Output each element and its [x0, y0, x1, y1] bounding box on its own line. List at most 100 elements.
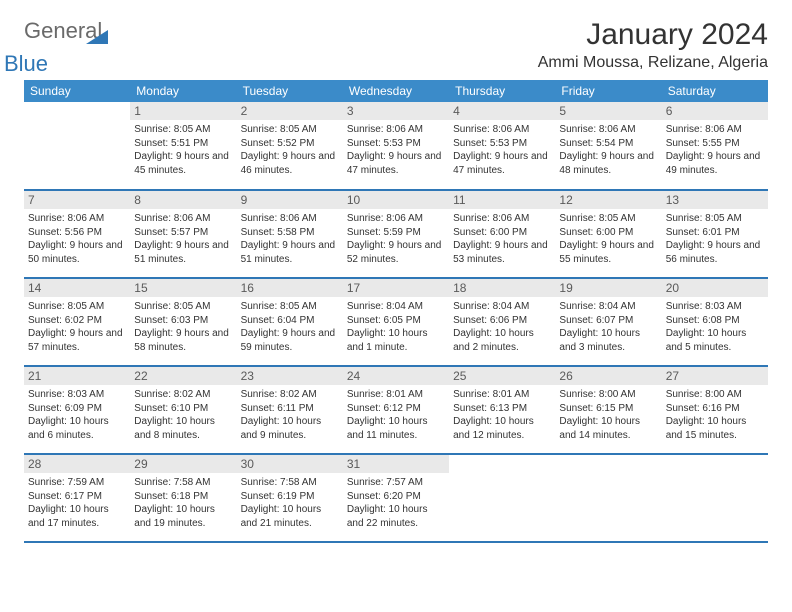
- day-number: 15: [130, 279, 236, 297]
- week-row: 1Sunrise: 8:05 AMSunset: 5:51 PMDaylight…: [24, 102, 768, 190]
- day-number: [449, 455, 555, 473]
- day-cell: 14Sunrise: 8:05 AMSunset: 6:02 PMDayligh…: [24, 278, 130, 366]
- day-body: Sunrise: 8:05 AMSunset: 6:00 PMDaylight:…: [559, 212, 657, 266]
- sunrise-line: Sunrise: 8:04 AM: [559, 300, 657, 314]
- sunset-line: Sunset: 6:17 PM: [28, 490, 126, 504]
- week-row: 28Sunrise: 7:59 AMSunset: 6:17 PMDayligh…: [24, 454, 768, 542]
- sunrise-line: Sunrise: 8:06 AM: [134, 212, 232, 226]
- day-cell: 30Sunrise: 7:58 AMSunset: 6:19 PMDayligh…: [237, 454, 343, 542]
- sunrise-line: Sunrise: 8:06 AM: [453, 123, 551, 137]
- day-body: Sunrise: 8:04 AMSunset: 6:07 PMDaylight:…: [559, 300, 657, 354]
- sunset-line: Sunset: 5:54 PM: [559, 137, 657, 151]
- day-body: Sunrise: 8:03 AMSunset: 6:08 PMDaylight:…: [666, 300, 764, 354]
- day-cell: 4Sunrise: 8:06 AMSunset: 5:53 PMDaylight…: [449, 102, 555, 190]
- day-cell: 3 Sunrise: 8:06 AMSunset: 5:53 PMDaylight…: [343, 102, 449, 190]
- calendar-table: Sunday Monday Tuesday Wednesday Thursday…: [24, 80, 768, 543]
- day-number: 4: [449, 102, 555, 120]
- day-number: 18: [449, 279, 555, 297]
- day-body: Sunrise: 7:58 AMSunset: 6:19 PMDaylight:…: [241, 476, 339, 530]
- day-body: Sunrise: 8:05 AMSunset: 5:52 PMDaylight:…: [241, 123, 339, 177]
- day-body: Sunrise: 8:03 AMSunset: 6:09 PMDaylight:…: [28, 388, 126, 442]
- day-body: Sunrise: 8:06 AMSunset: 5:54 PMDaylight:…: [559, 123, 657, 177]
- day-body: Sunrise: 8:01 AMSunset: 6:12 PMDaylight:…: [347, 388, 445, 442]
- sunset-line: Sunset: 6:20 PM: [347, 490, 445, 504]
- day-cell: 7Sunrise: 8:06 AMSunset: 5:56 PMDaylight…: [24, 190, 130, 278]
- sunrise-line: Sunrise: 8:05 AM: [559, 212, 657, 226]
- day-number: [662, 455, 768, 473]
- daylight-line: Daylight: 9 hours and 51 minutes.: [241, 239, 339, 266]
- sunset-line: Sunset: 5:56 PM: [28, 226, 126, 240]
- day-body: Sunrise: 7:58 AMSunset: 6:18 PMDaylight:…: [134, 476, 232, 530]
- daylight-line: Daylight: 9 hours and 49 minutes.: [666, 150, 764, 177]
- day-cell: 24 Sunrise: 8:01 AMSunset: 6:12 PMDayligh…: [343, 366, 449, 454]
- day-cell: 31Sunrise: 7:57 AMSunset: 6:20 PMDayligh…: [343, 454, 449, 542]
- sunset-line: Sunset: 6:02 PM: [28, 314, 126, 328]
- sunset-line: Sunset: 6:16 PM: [666, 402, 764, 416]
- sunrise-line: Sunrise: 8:01 AM: [347, 388, 445, 402]
- day-cell: 21Sunrise: 8:03 AMSunset: 6:09 PMDayligh…: [24, 366, 130, 454]
- day-body: Sunrise: 8:02 AMSunset: 6:10 PMDaylight:…: [134, 388, 232, 442]
- daylight-line: Daylight: 9 hours and 52 minutes.: [347, 239, 445, 266]
- day-number: 3: [343, 102, 449, 120]
- sunset-line: Sunset: 6:08 PM: [666, 314, 764, 328]
- dow-tuesday: Tuesday: [237, 80, 343, 102]
- day-cell: 11Sunrise: 8:06 AMSunset: 6:00 PMDayligh…: [449, 190, 555, 278]
- daylight-line: Daylight: 9 hours and 45 minutes.: [134, 150, 232, 177]
- day-cell: 5Sunrise: 8:06 AMSunset: 5:54 PMDaylight…: [555, 102, 661, 190]
- dow-wednesday: Wednesday: [343, 80, 449, 102]
- day-body: Sunrise: 8:02 AMSunset: 6:11 PMDaylight:…: [241, 388, 339, 442]
- day-body: Sunrise: 8:06 AMSunset: 5:55 PMDaylight:…: [666, 123, 764, 177]
- sunset-line: Sunset: 5:51 PM: [134, 137, 232, 151]
- day-cell: 17Sunrise: 8:04 AMSunset: 6:05 PMDayligh…: [343, 278, 449, 366]
- day-number: 2: [237, 102, 343, 120]
- day-body: Sunrise: 8:06 AMSunset: 5:57 PMDaylight:…: [134, 212, 232, 266]
- day-cell: 29 Sunrise: 7:58 AMSunset: 6:18 PMDayligh…: [130, 454, 236, 542]
- dow-sunday: Sunday: [24, 80, 130, 102]
- day-number: 11: [449, 191, 555, 209]
- day-body: Sunrise: 8:00 AMSunset: 6:16 PMDaylight:…: [666, 388, 764, 442]
- week-row: 21Sunrise: 8:03 AMSunset: 6:09 PMDayligh…: [24, 366, 768, 454]
- logo-triangle-icon: [86, 26, 108, 44]
- sunset-line: Sunset: 5:52 PM: [241, 137, 339, 151]
- logo-word2: Blue: [4, 51, 48, 76]
- day-cell: 18 Sunrise: 8:04 AMSunset: 6:06 PMDayligh…: [449, 278, 555, 366]
- sunrise-line: Sunrise: 7:58 AM: [241, 476, 339, 490]
- sunrise-line: Sunrise: 8:02 AM: [134, 388, 232, 402]
- day-body: Sunrise: 8:06 AMSunset: 5:58 PMDaylight:…: [241, 212, 339, 266]
- sunset-line: Sunset: 6:06 PM: [453, 314, 551, 328]
- sunrise-line: Sunrise: 8:06 AM: [347, 123, 445, 137]
- day-body: Sunrise: 8:05 AMSunset: 6:01 PMDaylight:…: [666, 212, 764, 266]
- daylight-line: Daylight: 9 hours and 57 minutes.: [28, 327, 126, 354]
- daylight-line: Daylight: 9 hours and 47 minutes.: [347, 150, 445, 177]
- sunset-line: Sunset: 6:01 PM: [666, 226, 764, 240]
- daylight-line: Daylight: 9 hours and 50 minutes.: [28, 239, 126, 266]
- day-number: [555, 455, 661, 473]
- day-number: 7: [24, 191, 130, 209]
- daylight-line: Daylight: 10 hours and 6 minutes.: [28, 415, 126, 442]
- day-body: Sunrise: 8:04 AMSunset: 6:06 PMDaylight:…: [453, 300, 551, 354]
- daylight-line: Daylight: 10 hours and 12 minutes.: [453, 415, 551, 442]
- daylight-line: Daylight: 10 hours and 14 minutes.: [559, 415, 657, 442]
- dow-saturday: Saturday: [662, 80, 768, 102]
- day-number: 9: [237, 191, 343, 209]
- day-number: 10: [343, 191, 449, 209]
- sunrise-line: Sunrise: 8:04 AM: [453, 300, 551, 314]
- day-number: 29: [130, 455, 236, 473]
- sunset-line: Sunset: 6:15 PM: [559, 402, 657, 416]
- day-body: Sunrise: 8:00 AMSunset: 6:15 PMDaylight:…: [559, 388, 657, 442]
- sunset-line: Sunset: 6:05 PM: [347, 314, 445, 328]
- dow-friday: Friday: [555, 80, 661, 102]
- day-body: Sunrise: 8:06 AMSunset: 5:53 PMDaylight:…: [347, 123, 445, 177]
- daylight-line: Daylight: 10 hours and 2 minutes.: [453, 327, 551, 354]
- sunset-line: Sunset: 6:13 PM: [453, 402, 551, 416]
- daylight-line: Daylight: 9 hours and 47 minutes.: [453, 150, 551, 177]
- day-body: Sunrise: 8:01 AMSunset: 6:13 PMDaylight:…: [453, 388, 551, 442]
- sunrise-line: Sunrise: 8:05 AM: [28, 300, 126, 314]
- day-number: 27: [662, 367, 768, 385]
- sunset-line: Sunset: 6:09 PM: [28, 402, 126, 416]
- day-number: 28: [24, 455, 130, 473]
- header: General Blue January 2024 Ammi Moussa, R…: [24, 18, 768, 72]
- sunset-line: Sunset: 6:12 PM: [347, 402, 445, 416]
- day-number: 24: [343, 367, 449, 385]
- day-cell: 28Sunrise: 7:59 AMSunset: 6:17 PMDayligh…: [24, 454, 130, 542]
